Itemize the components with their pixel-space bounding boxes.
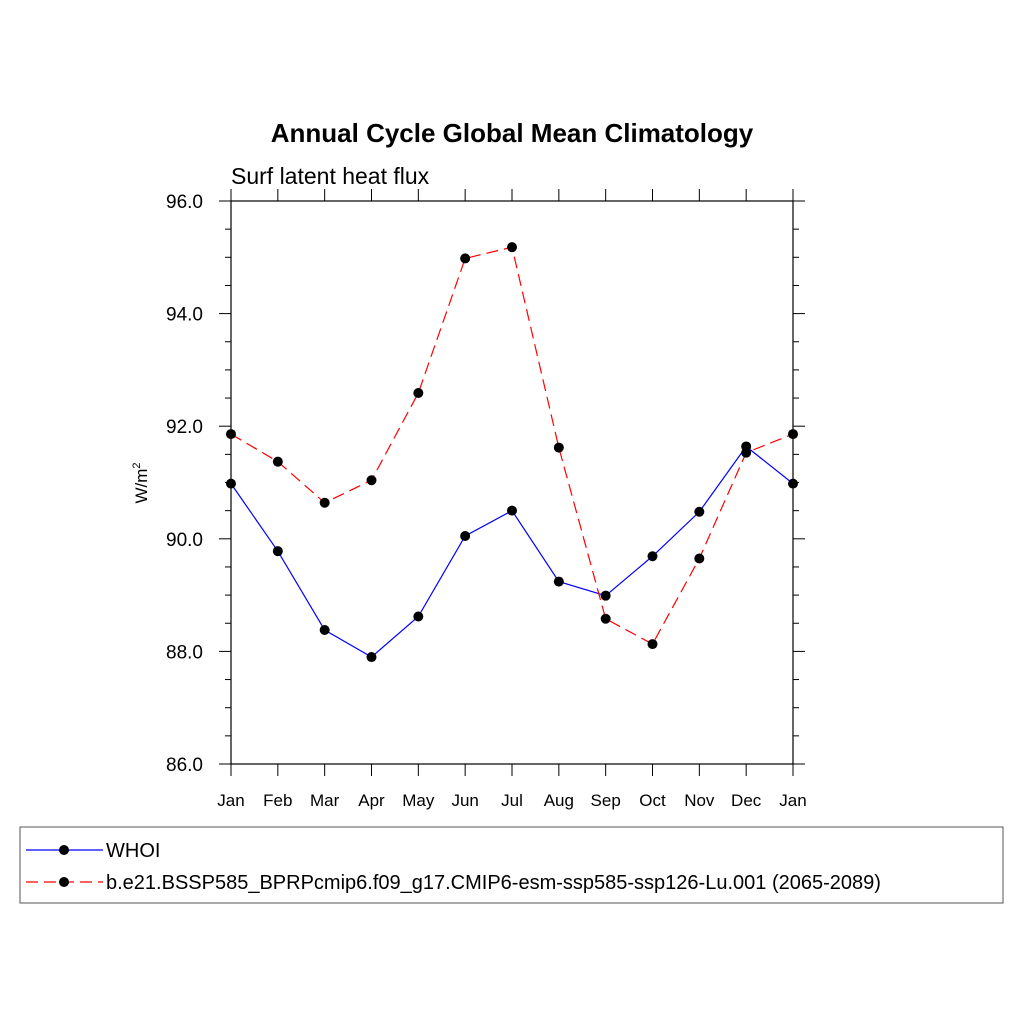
legend-label: b.e21.BSSP585_BPRPcmip6.f09_g17.CMIP6-es… xyxy=(106,872,881,894)
series-line xyxy=(230,445,794,658)
data-point xyxy=(460,530,471,541)
legend-marker xyxy=(59,877,69,887)
legend: WHOI b.e21.BSSP585_BPRPcmip6.f09_g17.CMIP… xyxy=(19,826,1004,904)
data-point xyxy=(226,429,236,440)
y-tick-label: 92.0 xyxy=(166,417,203,438)
legend-item: b.e21.BSSP585_BPRPcmip6.f09_g17.CMIP6-es… xyxy=(26,872,881,894)
axes-layer: 96.0 94.0 92.0 90.0 88.0 86.0 Jan Feb Mar Apr May J… xyxy=(166,189,807,810)
series-1 xyxy=(226,242,798,650)
y-tick-label: 88.0 xyxy=(166,642,203,663)
y-axis-label-text: W/m xyxy=(132,469,151,504)
y-tick-label: 86.0 xyxy=(166,755,203,776)
x-tick-label: Nov xyxy=(684,791,715,810)
data-point xyxy=(413,611,424,622)
data-point xyxy=(507,505,517,516)
data-point xyxy=(741,447,752,458)
data-point xyxy=(319,625,330,636)
svg-text:W/m2: W/m2 xyxy=(131,462,151,503)
plot-frame xyxy=(230,200,794,765)
x-tick-label: Mar xyxy=(310,791,340,810)
series-layer xyxy=(226,242,798,663)
data-point xyxy=(694,506,705,517)
y-tick-label: 94.0 xyxy=(166,305,203,326)
x-tick-label: Sep xyxy=(591,791,621,810)
legend-box xyxy=(19,826,1004,904)
x-tick-label: Jun xyxy=(451,791,478,810)
y-tick-label: 96.0 xyxy=(166,192,203,213)
data-point xyxy=(319,497,330,508)
data-point xyxy=(226,478,236,489)
data-point xyxy=(647,551,658,562)
x-tick-label: Jan xyxy=(217,791,244,810)
x-tick-label: Dec xyxy=(731,791,762,810)
legend-marker xyxy=(59,845,69,855)
x-tick-label: Jul xyxy=(501,791,523,810)
data-point xyxy=(788,478,798,489)
data-point xyxy=(413,387,424,398)
x-tick-label: May xyxy=(402,791,435,810)
data-point xyxy=(460,253,471,264)
series-line xyxy=(230,246,794,645)
series-0 xyxy=(226,441,798,663)
x-tick-label: Feb xyxy=(263,791,292,810)
data-point xyxy=(647,639,658,650)
y-tick-label: 90.0 xyxy=(166,530,203,551)
data-point xyxy=(600,613,611,624)
data-point xyxy=(553,576,564,587)
data-point xyxy=(366,652,377,663)
y-axis-label-superscript: 2 xyxy=(131,462,143,468)
x-tick-label: Aug xyxy=(544,791,574,810)
data-point xyxy=(788,429,798,440)
data-point xyxy=(694,553,705,564)
data-point xyxy=(553,442,564,453)
chart-title: Annual Cycle Global Mean Climatology xyxy=(271,118,754,148)
data-point xyxy=(366,475,377,486)
chart-subtitle: Surf latent heat flux xyxy=(231,163,430,189)
data-point xyxy=(600,590,611,601)
x-tick-label: Jan xyxy=(779,791,806,810)
data-point xyxy=(272,546,283,557)
x-tick-label: Apr xyxy=(358,791,385,810)
legend-label: WHOI xyxy=(106,840,160,862)
y-axis-label: W/m2 xyxy=(131,462,151,503)
data-point xyxy=(272,456,283,467)
data-point xyxy=(507,242,517,253)
legend-item: WHOI xyxy=(26,840,160,862)
x-tick-label: Oct xyxy=(639,791,666,810)
